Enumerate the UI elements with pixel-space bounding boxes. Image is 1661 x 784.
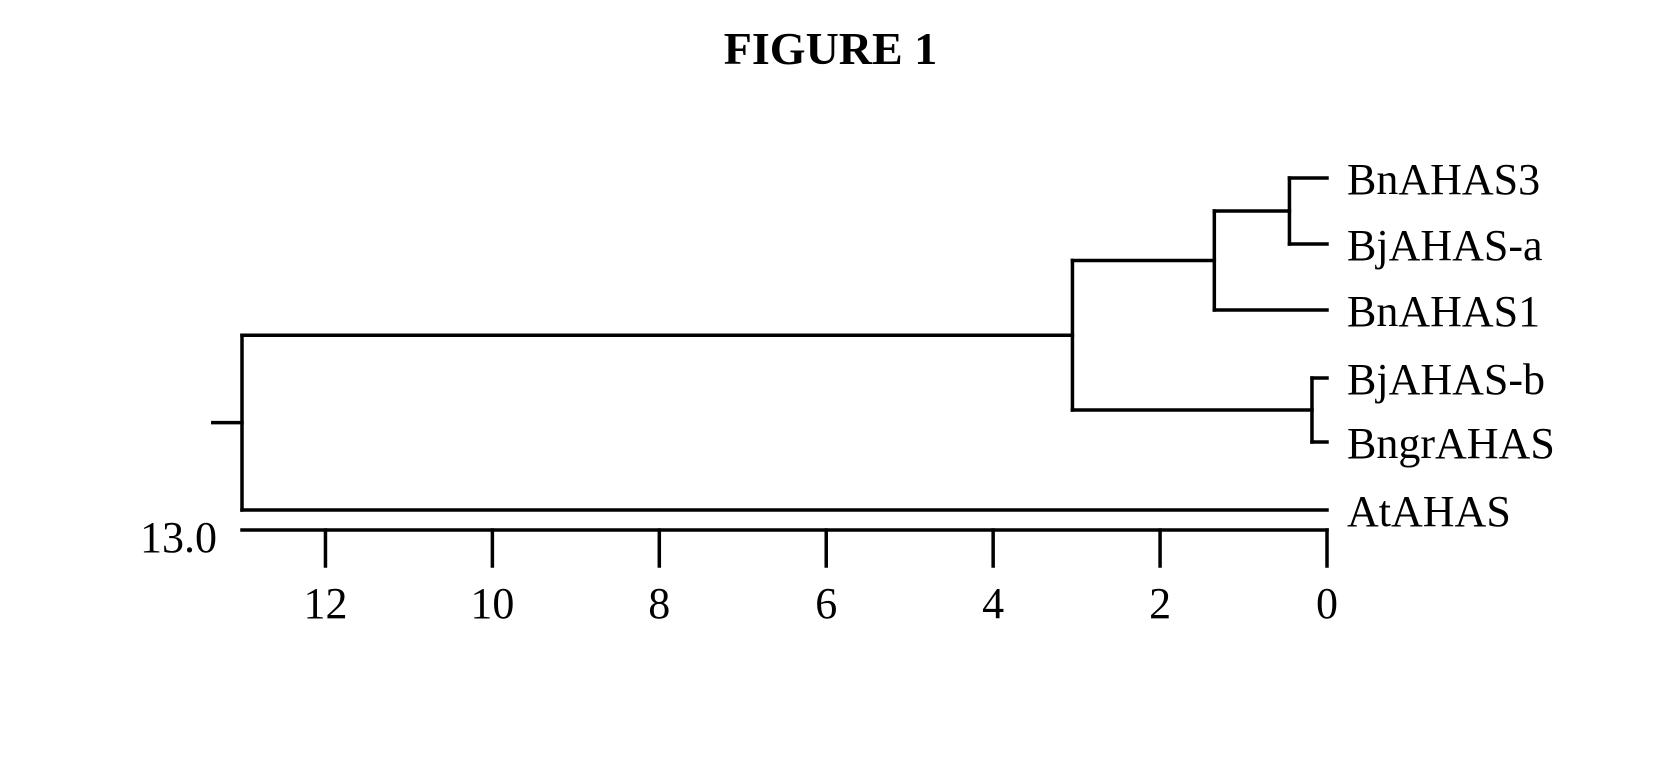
leaf-label: BjAHAS-a [1347, 220, 1543, 271]
leaf-label: BngrAHAS [1347, 418, 1555, 469]
figure-title: FIGURE 1 [0, 22, 1661, 75]
leaf-label: BnAHAS3 [1347, 154, 1540, 205]
leaf-label: BjAHAS-b [1347, 354, 1545, 405]
axis-tick-label: 8 [629, 578, 689, 629]
axis-tick-label: 4 [963, 578, 1023, 629]
leaf-label: AtAHAS [1347, 486, 1511, 537]
dendrogram-chart: BnAHAS3BjAHAS-aBnAHAS1BjAHAS-bBngrAHASAt… [242, 140, 1327, 660]
axis-tick-label: 0 [1297, 578, 1357, 629]
axis-tick-label: 6 [796, 578, 856, 629]
leaf-label: BnAHAS1 [1347, 286, 1540, 337]
axis-corner-label: 13.0 [140, 512, 217, 563]
axis-tick-label: 10 [462, 578, 522, 629]
axis-tick-label: 2 [1130, 578, 1190, 629]
axis-tick-label: 12 [295, 578, 355, 629]
